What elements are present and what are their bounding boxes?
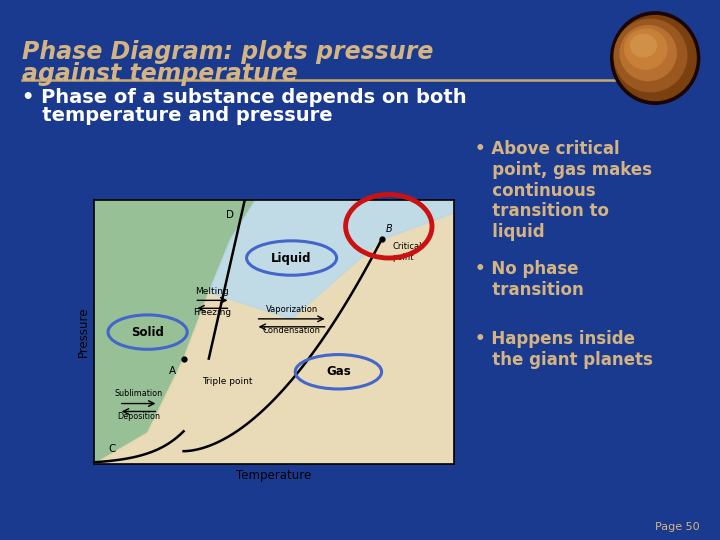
Ellipse shape <box>614 16 696 100</box>
Text: Melting: Melting <box>196 287 229 296</box>
Ellipse shape <box>620 25 676 80</box>
Text: • Phase of a substance depends on both: • Phase of a substance depends on both <box>22 88 467 107</box>
Text: against temperature: against temperature <box>22 62 297 86</box>
Text: A: A <box>169 367 176 376</box>
Text: $B$: $B$ <box>385 222 393 234</box>
Ellipse shape <box>631 35 657 57</box>
Text: • Happens inside
   the giant planets: • Happens inside the giant planets <box>475 330 653 369</box>
Text: temperature and pressure: temperature and pressure <box>22 106 333 125</box>
Text: Freezing: Freezing <box>194 308 231 317</box>
Text: Deposition: Deposition <box>117 413 160 421</box>
Text: Gas: Gas <box>326 365 351 379</box>
Text: Liquid: Liquid <box>271 252 312 265</box>
Polygon shape <box>209 200 454 319</box>
Text: Vaporization: Vaporization <box>266 305 318 314</box>
Text: Critical
point: Critical point <box>392 242 422 261</box>
Ellipse shape <box>614 19 687 92</box>
Polygon shape <box>94 200 454 464</box>
Text: Sublimation: Sublimation <box>114 389 163 397</box>
Ellipse shape <box>625 29 667 69</box>
Text: D: D <box>226 211 235 220</box>
Text: Phase Diagram: plots pressure: Phase Diagram: plots pressure <box>22 40 433 64</box>
Text: Triple point: Triple point <box>202 377 252 386</box>
Text: • Above critical
   point, gas makes
   continuous
   transition to
   liquid: • Above critical point, gas makes contin… <box>475 140 652 241</box>
Polygon shape <box>94 213 454 464</box>
Text: Solid: Solid <box>131 326 164 339</box>
X-axis label: Temperature: Temperature <box>236 469 311 482</box>
Ellipse shape <box>611 12 700 104</box>
Y-axis label: Pressure: Pressure <box>76 307 89 357</box>
Text: • No phase
   transition: • No phase transition <box>475 260 584 299</box>
Text: C: C <box>108 444 115 454</box>
Text: Page 50: Page 50 <box>655 522 700 532</box>
Text: Condensation: Condensation <box>263 326 320 335</box>
